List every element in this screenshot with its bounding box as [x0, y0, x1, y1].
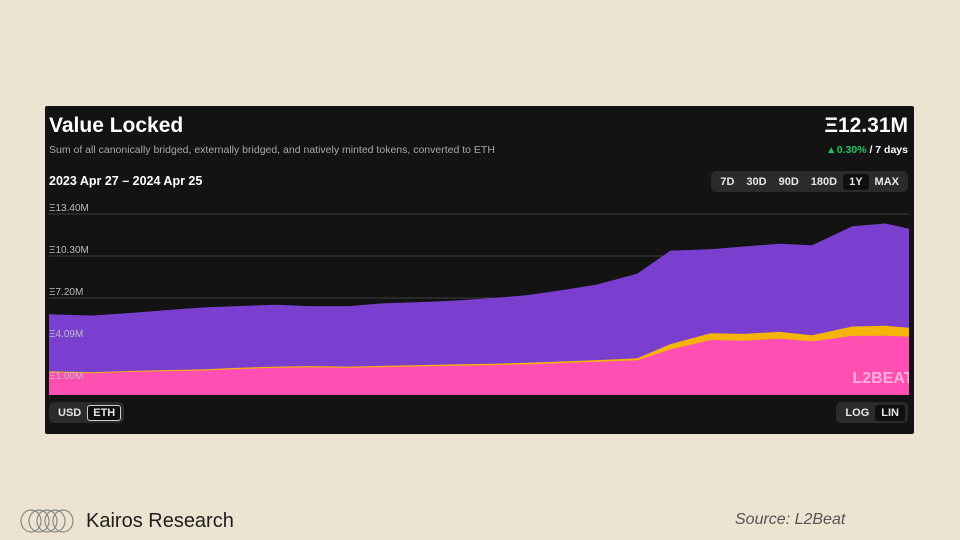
y-tick-label: Ξ7.20M [49, 287, 83, 298]
l2beat-watermark: L2BEAT [852, 370, 909, 387]
scale-lin[interactable]: LIN [875, 404, 905, 421]
native-area [49, 335, 909, 395]
unit-eth[interactable]: ETH [87, 404, 122, 421]
y-tick-label: Ξ1.00M [49, 371, 83, 382]
timeframe-30d[interactable]: 30D [746, 175, 767, 188]
kairos-logo-icon [20, 509, 74, 533]
change-percent: ▴ 0.30% [828, 144, 867, 156]
brand-name: Kairos Research [86, 510, 234, 532]
unit-usd[interactable]: USD [58, 406, 82, 419]
source-note: Source: L2Beat [735, 511, 846, 528]
value-locked-panel: Value Locked Sum of all canonically brid… [45, 106, 914, 434]
y-tick-label: Ξ4.09M [49, 329, 83, 340]
timeframe-7d[interactable]: 7D [720, 175, 735, 188]
scale-selector: LOG LIN [836, 402, 908, 423]
timeframe-selector: 7D 30D 90D 180D 1Y MAX [711, 171, 908, 192]
date-range: 2023 Apr 27 – 2024 Apr 25 [49, 174, 203, 188]
timeframe-1y[interactable]: 1Y [843, 173, 869, 190]
change-period: / 7 days [866, 144, 908, 156]
chart-title: Value Locked [49, 114, 184, 137]
timeframe-90d[interactable]: 90D [778, 175, 799, 188]
total-value: Ξ12.31M [824, 114, 908, 137]
y-tick-label: Ξ13.40M [49, 203, 89, 214]
unit-selector: USD ETH [49, 402, 125, 423]
value-change: ▴ 0.30% / 7 days [829, 144, 908, 156]
timeframe-180d[interactable]: 180D [810, 175, 838, 188]
value-locked-chart: Ξ13.40M Ξ10.30M Ξ7.20M Ξ4.09M Ξ1.00M L2BEAT [49, 203, 909, 395]
chart-subtitle: Sum of all canonically bridged, external… [49, 144, 495, 156]
y-tick-label: Ξ10.30M [49, 245, 89, 256]
scale-log[interactable]: LOG [845, 406, 870, 419]
timeframe-max[interactable]: MAX [874, 175, 899, 188]
